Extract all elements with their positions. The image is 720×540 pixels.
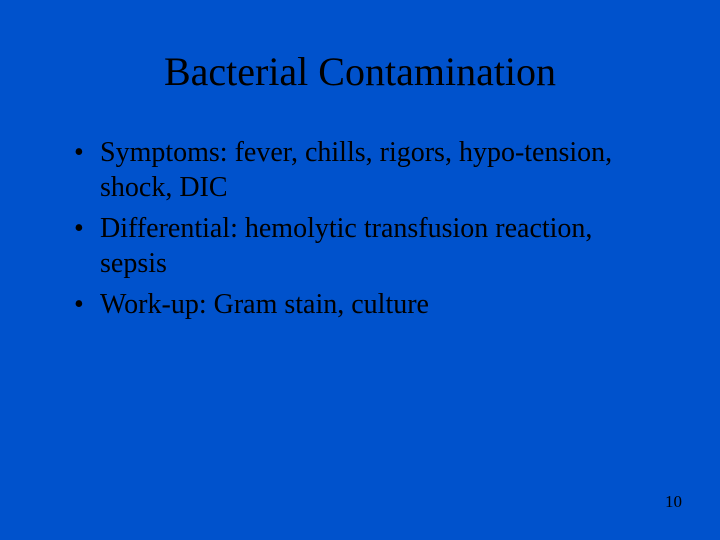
list-item: Work-up: Gram stain, culture bbox=[70, 287, 660, 322]
bullet-list: Symptoms: fever, chills, rigors, hypo-te… bbox=[0, 135, 720, 322]
slide-title: Bacterial Contamination bbox=[0, 0, 720, 135]
list-item: Differential: hemolytic transfusion reac… bbox=[70, 211, 660, 281]
page-number: 10 bbox=[665, 492, 682, 512]
slide: Bacterial Contamination Symptoms: fever,… bbox=[0, 0, 720, 540]
list-item: Symptoms: fever, chills, rigors, hypo-te… bbox=[70, 135, 660, 205]
